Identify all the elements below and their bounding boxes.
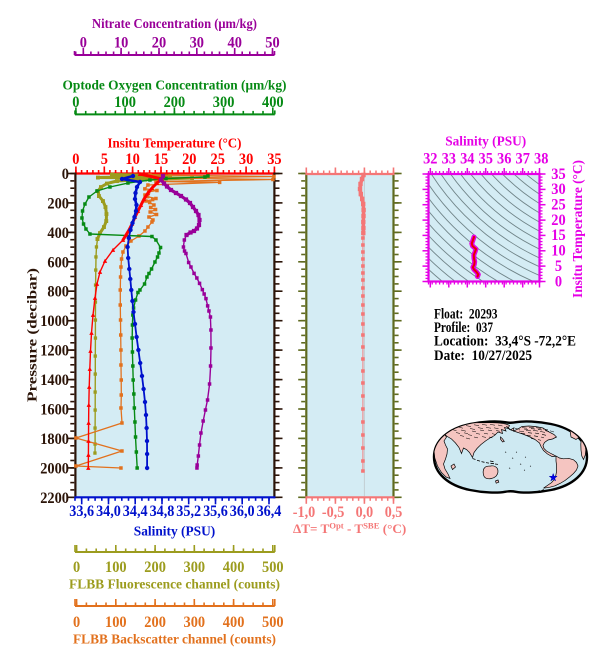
svg-text:Location: 33,4°S -72,2°E: Location: 33,4°S -72,2°E	[434, 333, 576, 349]
svg-text:35,2: 35,2	[176, 503, 201, 520]
svg-text:Insitu Temperature (°C): Insitu Temperature (°C)	[570, 160, 586, 298]
svg-text:400: 400	[223, 614, 245, 631]
svg-text:500: 500	[262, 559, 284, 576]
svg-text:-0,5: -0,5	[322, 504, 345, 521]
svg-text:ΔT= TOpt - TSBE (°C): ΔT= TOpt - TSBE (°C)	[293, 521, 406, 537]
svg-text:36: 36	[497, 151, 511, 168]
svg-text:37: 37	[516, 151, 530, 168]
svg-text:300: 300	[184, 559, 206, 576]
svg-text:20: 20	[551, 212, 565, 229]
svg-text:400: 400	[223, 559, 245, 576]
svg-text:32: 32	[423, 151, 437, 168]
svg-text:1000: 1000	[40, 313, 69, 330]
svg-text:Salinity (PSU): Salinity (PSU)	[134, 524, 216, 540]
svg-text:600: 600	[47, 254, 69, 271]
svg-text:35,6: 35,6	[203, 503, 228, 520]
svg-text:0: 0	[555, 273, 562, 290]
svg-text:30: 30	[239, 151, 253, 168]
svg-text:35: 35	[479, 151, 493, 168]
svg-text:5: 5	[101, 151, 108, 168]
svg-text:20: 20	[182, 151, 196, 168]
svg-text:Float: 20293: Float: 20293	[434, 306, 498, 322]
svg-text:Optode Oxygen Concentration (μ: Optode Oxygen Concentration (μm/kg)	[63, 78, 287, 94]
svg-text:30: 30	[551, 181, 565, 198]
svg-text:0: 0	[72, 94, 79, 111]
svg-text:0: 0	[73, 559, 80, 576]
svg-text:15: 15	[154, 151, 168, 168]
svg-text:10: 10	[125, 151, 139, 168]
svg-text:30: 30	[190, 35, 204, 52]
svg-text:0: 0	[80, 35, 87, 52]
svg-text:1400: 1400	[40, 372, 69, 389]
svg-text:10: 10	[114, 35, 128, 52]
svg-text:200: 200	[164, 94, 186, 111]
svg-text:-1,0: -1,0	[293, 504, 316, 521]
svg-text:0: 0	[62, 166, 69, 183]
svg-text:0: 0	[72, 151, 79, 168]
svg-text:33: 33	[442, 151, 456, 168]
svg-text:200: 200	[144, 614, 166, 631]
svg-text:FLBB Fluorescence channel (cou: FLBB Fluorescence channel (counts)	[69, 577, 280, 593]
svg-text:Pressure (decibar): Pressure (decibar)	[25, 268, 41, 402]
svg-text:Profile: 037: Profile: 037	[434, 320, 493, 336]
svg-text:33,6: 33,6	[69, 503, 94, 520]
svg-text:100: 100	[105, 559, 127, 576]
svg-text:2000: 2000	[40, 460, 69, 477]
svg-text:20: 20	[152, 35, 166, 52]
svg-text:200: 200	[144, 559, 166, 576]
svg-text:36,4: 36,4	[257, 503, 282, 520]
svg-text:0,0: 0,0	[356, 504, 374, 521]
svg-text:Salinity (PSU): Salinity (PSU)	[445, 134, 526, 150]
svg-text:36,0: 36,0	[230, 503, 255, 520]
svg-text:1200: 1200	[40, 343, 69, 360]
svg-text:34,4: 34,4	[123, 503, 148, 520]
svg-text:100: 100	[114, 94, 136, 111]
svg-text:10: 10	[551, 243, 565, 260]
svg-text:34: 34	[460, 151, 474, 168]
svg-text:300: 300	[184, 614, 206, 631]
svg-text:38: 38	[534, 151, 548, 168]
svg-text:34,0: 34,0	[96, 503, 121, 520]
svg-text:34,8: 34,8	[150, 503, 175, 520]
svg-text:500: 500	[262, 614, 284, 631]
svg-text:300: 300	[213, 94, 235, 111]
svg-text:400: 400	[47, 225, 69, 242]
svg-text:Date: 10/27/2025: Date: 10/27/2025	[434, 348, 532, 364]
svg-text:Nitrate Concentration (μm/kg): Nitrate Concentration (μm/kg)	[92, 16, 257, 32]
svg-text:Insitu Temperature (°C): Insitu Temperature (°C)	[108, 136, 242, 152]
svg-text:35: 35	[551, 166, 565, 183]
svg-text:100: 100	[105, 614, 127, 631]
svg-text:40: 40	[228, 35, 242, 52]
svg-text:15: 15	[551, 227, 565, 244]
svg-text:2200: 2200	[40, 490, 69, 507]
svg-text:35: 35	[267, 151, 281, 168]
svg-text:200: 200	[47, 195, 69, 212]
svg-text:800: 800	[47, 284, 69, 301]
svg-text:25: 25	[551, 197, 565, 214]
svg-text:0: 0	[73, 614, 80, 631]
svg-text:50: 50	[265, 35, 279, 52]
svg-text:25: 25	[211, 151, 225, 168]
svg-text:1600: 1600	[40, 402, 69, 419]
svg-text:400: 400	[262, 94, 284, 111]
svg-text:1800: 1800	[40, 431, 69, 448]
svg-text:0,5: 0,5	[385, 504, 403, 521]
svg-text:FLBB Backscatter channel (coun: FLBB Backscatter channel (counts)	[73, 632, 276, 648]
svg-text:5: 5	[555, 258, 562, 275]
